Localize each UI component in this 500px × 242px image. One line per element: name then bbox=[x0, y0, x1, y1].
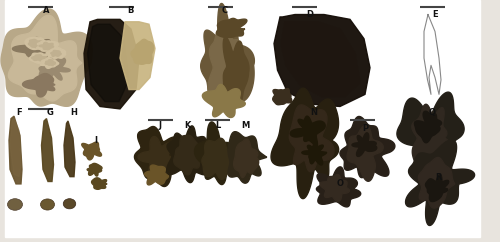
Polygon shape bbox=[40, 58, 58, 68]
Polygon shape bbox=[138, 136, 173, 180]
Polygon shape bbox=[22, 74, 55, 97]
Polygon shape bbox=[216, 18, 247, 37]
Polygon shape bbox=[194, 122, 242, 185]
Polygon shape bbox=[144, 165, 169, 185]
Polygon shape bbox=[42, 119, 54, 182]
Polygon shape bbox=[228, 132, 267, 183]
Polygon shape bbox=[290, 105, 334, 172]
Text: O: O bbox=[336, 179, 344, 189]
Polygon shape bbox=[32, 55, 47, 61]
Polygon shape bbox=[39, 58, 70, 80]
Text: E: E bbox=[432, 10, 438, 19]
Polygon shape bbox=[200, 3, 254, 113]
Polygon shape bbox=[271, 88, 338, 199]
Text: M: M bbox=[241, 121, 249, 130]
Text: D: D bbox=[306, 10, 314, 19]
Text: L: L bbox=[215, 121, 220, 130]
Polygon shape bbox=[39, 42, 54, 50]
Polygon shape bbox=[208, 24, 240, 112]
Polygon shape bbox=[88, 24, 129, 102]
Ellipse shape bbox=[8, 199, 22, 210]
Polygon shape bbox=[426, 175, 448, 202]
Polygon shape bbox=[174, 135, 202, 175]
Polygon shape bbox=[82, 142, 102, 160]
Text: C: C bbox=[222, 6, 228, 15]
Polygon shape bbox=[340, 116, 395, 178]
Text: R: R bbox=[436, 173, 442, 182]
Text: J: J bbox=[158, 121, 162, 130]
Text: K: K bbox=[184, 121, 190, 130]
Polygon shape bbox=[120, 22, 155, 90]
Text: B: B bbox=[127, 6, 133, 15]
Ellipse shape bbox=[63, 199, 76, 209]
Polygon shape bbox=[5, 0, 480, 111]
Polygon shape bbox=[36, 41, 58, 51]
Polygon shape bbox=[166, 126, 207, 183]
Polygon shape bbox=[92, 178, 107, 189]
Polygon shape bbox=[1, 9, 92, 106]
Polygon shape bbox=[414, 111, 442, 143]
Polygon shape bbox=[397, 92, 464, 184]
Polygon shape bbox=[202, 138, 234, 179]
Polygon shape bbox=[347, 125, 383, 181]
Polygon shape bbox=[290, 116, 325, 144]
Polygon shape bbox=[28, 39, 44, 48]
Polygon shape bbox=[134, 127, 182, 187]
Polygon shape bbox=[10, 119, 21, 177]
Polygon shape bbox=[272, 89, 291, 105]
Polygon shape bbox=[5, 111, 480, 237]
Text: A: A bbox=[43, 6, 49, 15]
Polygon shape bbox=[274, 15, 370, 106]
Text: F: F bbox=[16, 108, 22, 117]
Polygon shape bbox=[25, 38, 46, 50]
Polygon shape bbox=[45, 60, 56, 66]
Polygon shape bbox=[8, 15, 82, 101]
Polygon shape bbox=[30, 53, 50, 63]
Polygon shape bbox=[302, 140, 327, 165]
Polygon shape bbox=[51, 51, 61, 56]
Polygon shape bbox=[12, 38, 58, 58]
Polygon shape bbox=[131, 39, 154, 64]
Polygon shape bbox=[84, 19, 139, 109]
Polygon shape bbox=[406, 140, 474, 226]
Text: N: N bbox=[310, 108, 318, 117]
Polygon shape bbox=[316, 167, 360, 207]
Polygon shape bbox=[64, 121, 75, 177]
Polygon shape bbox=[412, 104, 451, 170]
Ellipse shape bbox=[40, 199, 54, 210]
Polygon shape bbox=[352, 133, 376, 156]
Polygon shape bbox=[9, 116, 22, 184]
Polygon shape bbox=[223, 37, 249, 107]
Polygon shape bbox=[202, 84, 246, 117]
Text: G: G bbox=[46, 108, 54, 117]
Polygon shape bbox=[234, 139, 258, 178]
Polygon shape bbox=[281, 22, 360, 97]
Text: I: I bbox=[94, 136, 98, 145]
Text: P: P bbox=[362, 124, 368, 133]
Text: H: H bbox=[70, 108, 78, 117]
Polygon shape bbox=[87, 163, 102, 176]
Polygon shape bbox=[424, 15, 441, 94]
Text: Q: Q bbox=[429, 108, 436, 117]
Polygon shape bbox=[46, 48, 66, 58]
Polygon shape bbox=[418, 158, 455, 208]
Polygon shape bbox=[320, 174, 350, 201]
